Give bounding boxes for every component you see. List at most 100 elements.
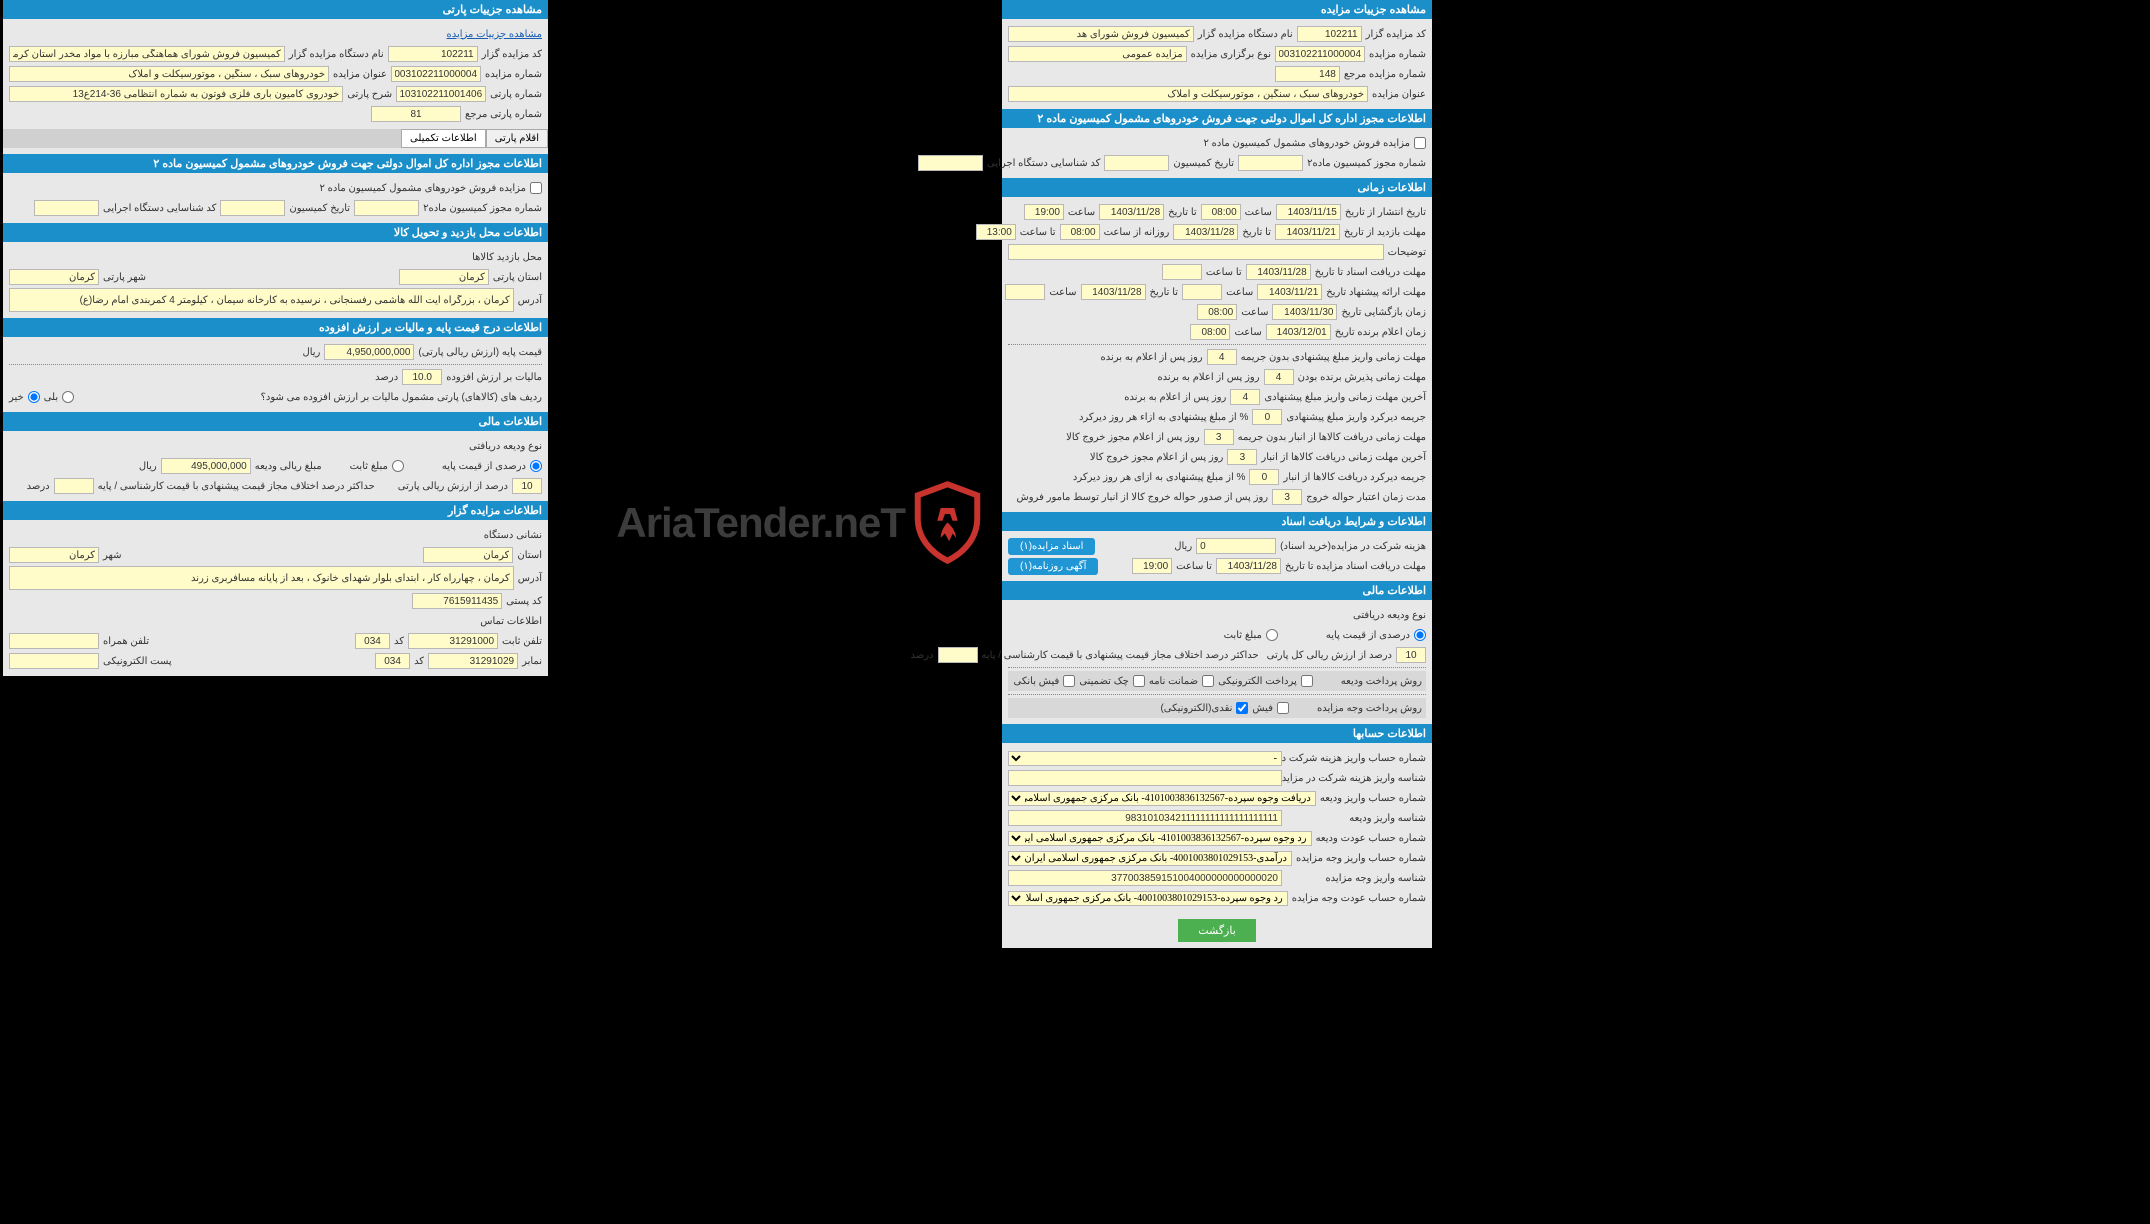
sel[interactable]: رد وجوه سپرده-4101003836132567- بانک مرک… [1008,831,1312,846]
i[interactable] [9,66,329,82]
i[interactable] [9,566,514,590]
inp-permit-num[interactable] [1238,155,1303,171]
link-auction-details[interactable]: مشاهده جزییات مزایده [446,29,542,40]
i[interactable] [1197,304,1237,320]
inp-org[interactable] [1008,26,1194,42]
i[interactable] [1227,449,1257,465]
r[interactable] [530,460,542,472]
i[interactable] [1249,469,1279,485]
c[interactable] [1301,675,1313,687]
r[interactable] [392,460,404,472]
i[interactable] [1201,204,1241,220]
i[interactable] [1182,284,1222,300]
i[interactable] [408,633,498,649]
i[interactable] [412,593,502,609]
i[interactable] [1204,429,1234,445]
i[interactable] [1008,870,1282,886]
i[interactable] [1272,304,1337,320]
sel[interactable]: درآمدی-4001003801029153- بانک مرکزی جمهو… [1008,851,1292,866]
i[interactable] [391,66,481,82]
i[interactable] [1207,349,1237,365]
i[interactable] [1024,204,1064,220]
i[interactable] [324,344,414,360]
sel[interactable]: دریافت وجوه سپرده-4101003836132567- بانک… [1008,791,1316,806]
inp-type[interactable] [1008,46,1187,62]
i[interactable] [9,46,285,62]
sel[interactable]: رد وجوه سپرده-4001003801029153- بانک مرک… [1008,891,1288,906]
i[interactable] [1008,810,1282,826]
inp-num[interactable] [1275,46,1365,62]
i[interactable] [423,547,513,563]
tab-extra[interactable]: اطلاعات تکمیلی [401,129,486,148]
i[interactable] [1230,389,1260,405]
i[interactable] [938,647,978,663]
btn-back[interactable]: بازگشت [1178,919,1256,942]
sel[interactable]: - [1008,751,1282,766]
inp-title[interactable] [1008,86,1368,102]
i[interactable] [1005,284,1045,300]
i[interactable] [1275,224,1340,240]
i[interactable] [512,478,542,494]
i[interactable] [976,224,1016,240]
i[interactable] [1276,204,1341,220]
tab-items[interactable]: اقلام پارتی [486,129,548,148]
i[interactable] [9,86,343,102]
i[interactable] [1081,284,1146,300]
r-pct[interactable] [1414,629,1426,641]
c[interactable] [1133,675,1145,687]
i[interactable] [34,200,99,216]
i[interactable] [428,653,518,669]
i[interactable] [1196,538,1276,554]
i[interactable] [355,633,390,649]
i[interactable] [1008,770,1282,786]
i[interactable] [1252,409,1282,425]
c[interactable] [1202,675,1214,687]
i[interactable] [1060,224,1100,240]
i[interactable] [9,653,99,669]
inp-ref[interactable] [1275,66,1340,82]
i[interactable] [9,633,99,649]
i[interactable] [375,653,410,669]
c[interactable] [1277,702,1289,714]
i[interactable] [371,106,461,122]
inp-permit-date[interactable] [1104,155,1169,171]
i[interactable] [1173,224,1238,240]
i[interactable] [402,369,442,385]
i[interactable] [54,478,94,494]
i[interactable] [220,200,285,216]
i[interactable] [1099,204,1164,220]
i[interactable] [1008,244,1384,260]
r-yes[interactable] [62,391,74,403]
i[interactable] [1132,558,1172,574]
auction-details-panel: مشاهده جزییات مزایده کد مزایده گزار نام … [1002,0,1432,948]
i[interactable] [1396,647,1426,663]
inp-exec-id[interactable] [918,155,983,171]
r-no[interactable] [28,391,40,403]
i[interactable] [9,269,99,285]
i[interactable] [1272,489,1302,505]
c[interactable] [1236,702,1248,714]
i[interactable] [1264,369,1294,385]
i[interactable] [354,200,419,216]
l: تا ساعت [1020,227,1056,238]
i[interactable] [9,547,99,563]
i[interactable] [399,269,489,285]
i[interactable] [161,458,251,474]
i[interactable] [1216,558,1281,574]
btn-docs[interactable]: اسناد مزایده(۱) [1008,538,1095,555]
i[interactable] [1257,284,1322,300]
i[interactable] [1266,324,1331,340]
chk-m2-l[interactable] [530,182,542,194]
c[interactable] [1063,675,1075,687]
r-fixed[interactable] [1266,629,1278,641]
s: ریال [139,461,157,472]
i[interactable] [9,288,514,312]
btn-newspaper[interactable]: آگهی روزنامه(۱) [1008,558,1098,575]
i[interactable] [396,86,486,102]
chk-m2[interactable] [1414,137,1426,149]
inp-code[interactable] [1297,26,1362,42]
i[interactable] [388,46,478,62]
i[interactable] [1162,264,1202,280]
i[interactable] [1190,324,1230,340]
i[interactable] [1246,264,1311,280]
